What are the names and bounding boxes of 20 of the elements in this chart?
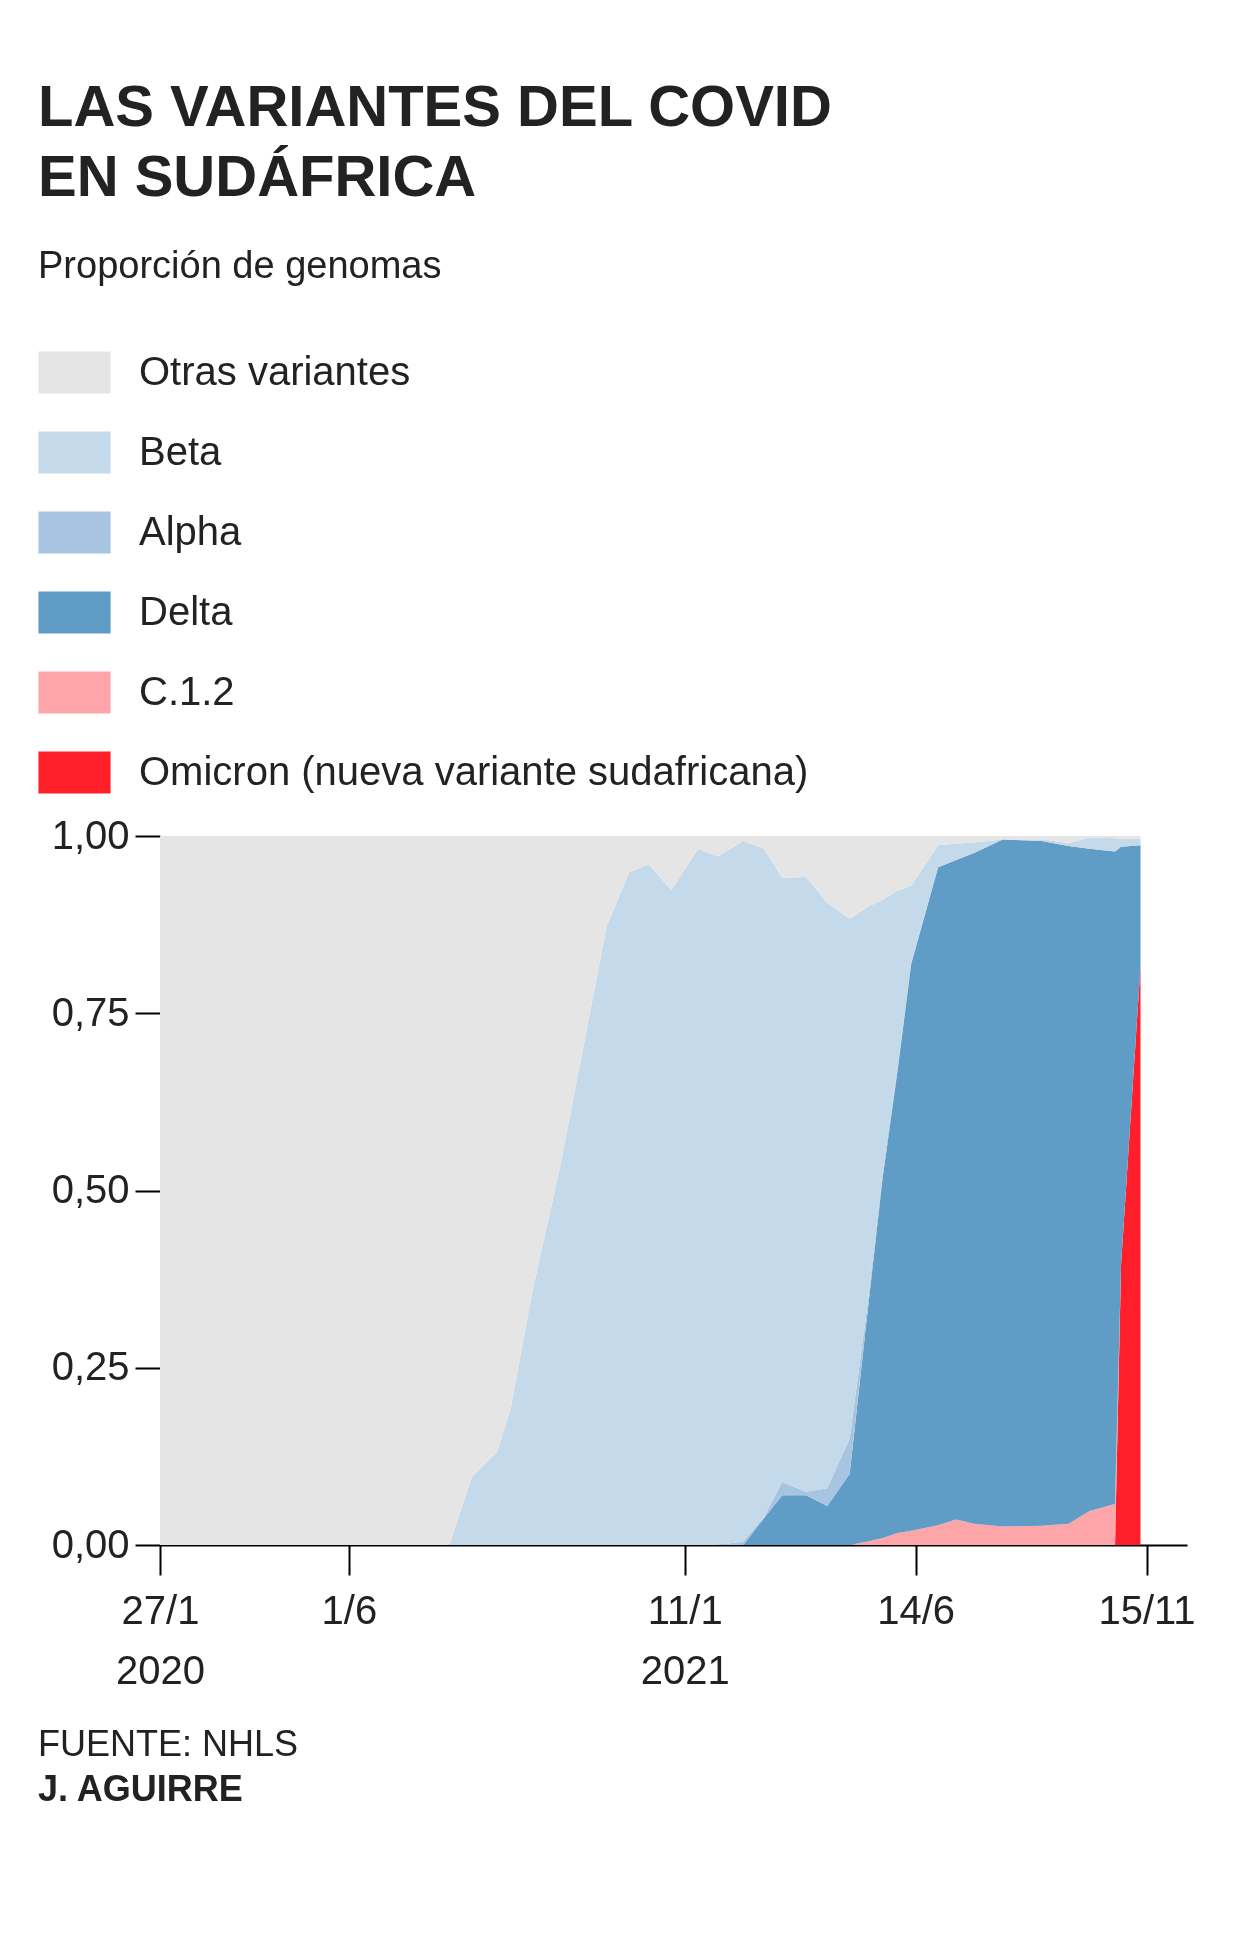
x-tick-label: 1/6 bbox=[321, 1587, 378, 1632]
legend-label: Beta bbox=[139, 428, 223, 473]
y-tick-label: 0,00 bbox=[51, 1521, 130, 1566]
source-note: FUENTE: NHLS bbox=[38, 1722, 300, 1766]
chart-title: LAS VARIANTES DEL COVID EN SUDÁFRICA bbox=[38, 73, 832, 208]
x-tick-label: 15/11 bbox=[1098, 1587, 1196, 1632]
x-tick-label: 27/1 2020 bbox=[116, 1587, 205, 1692]
legend-label: C.1.2 bbox=[139, 668, 235, 713]
legend-label: Alpha bbox=[139, 508, 243, 553]
y-tick-label: 0,25 bbox=[51, 1344, 130, 1389]
legend-label: Omicron (nueva variante sudafricana) bbox=[139, 748, 809, 793]
x-tick-label: 11/1 2021 bbox=[640, 1587, 730, 1692]
y-tick-label: 1,00 bbox=[51, 812, 130, 857]
legend-label: Otras variantes bbox=[139, 348, 411, 393]
text: J. AGUIRRE bbox=[38, 1767, 244, 1811]
chart-subtitle: Proporción de genomas bbox=[38, 244, 442, 286]
y-tick-label: 0,50 bbox=[51, 1167, 130, 1211]
y-tick-label: 0,75 bbox=[51, 989, 130, 1034]
legend-label: Delta bbox=[139, 588, 234, 633]
x-tick-label: 14/6 bbox=[877, 1587, 956, 1632]
